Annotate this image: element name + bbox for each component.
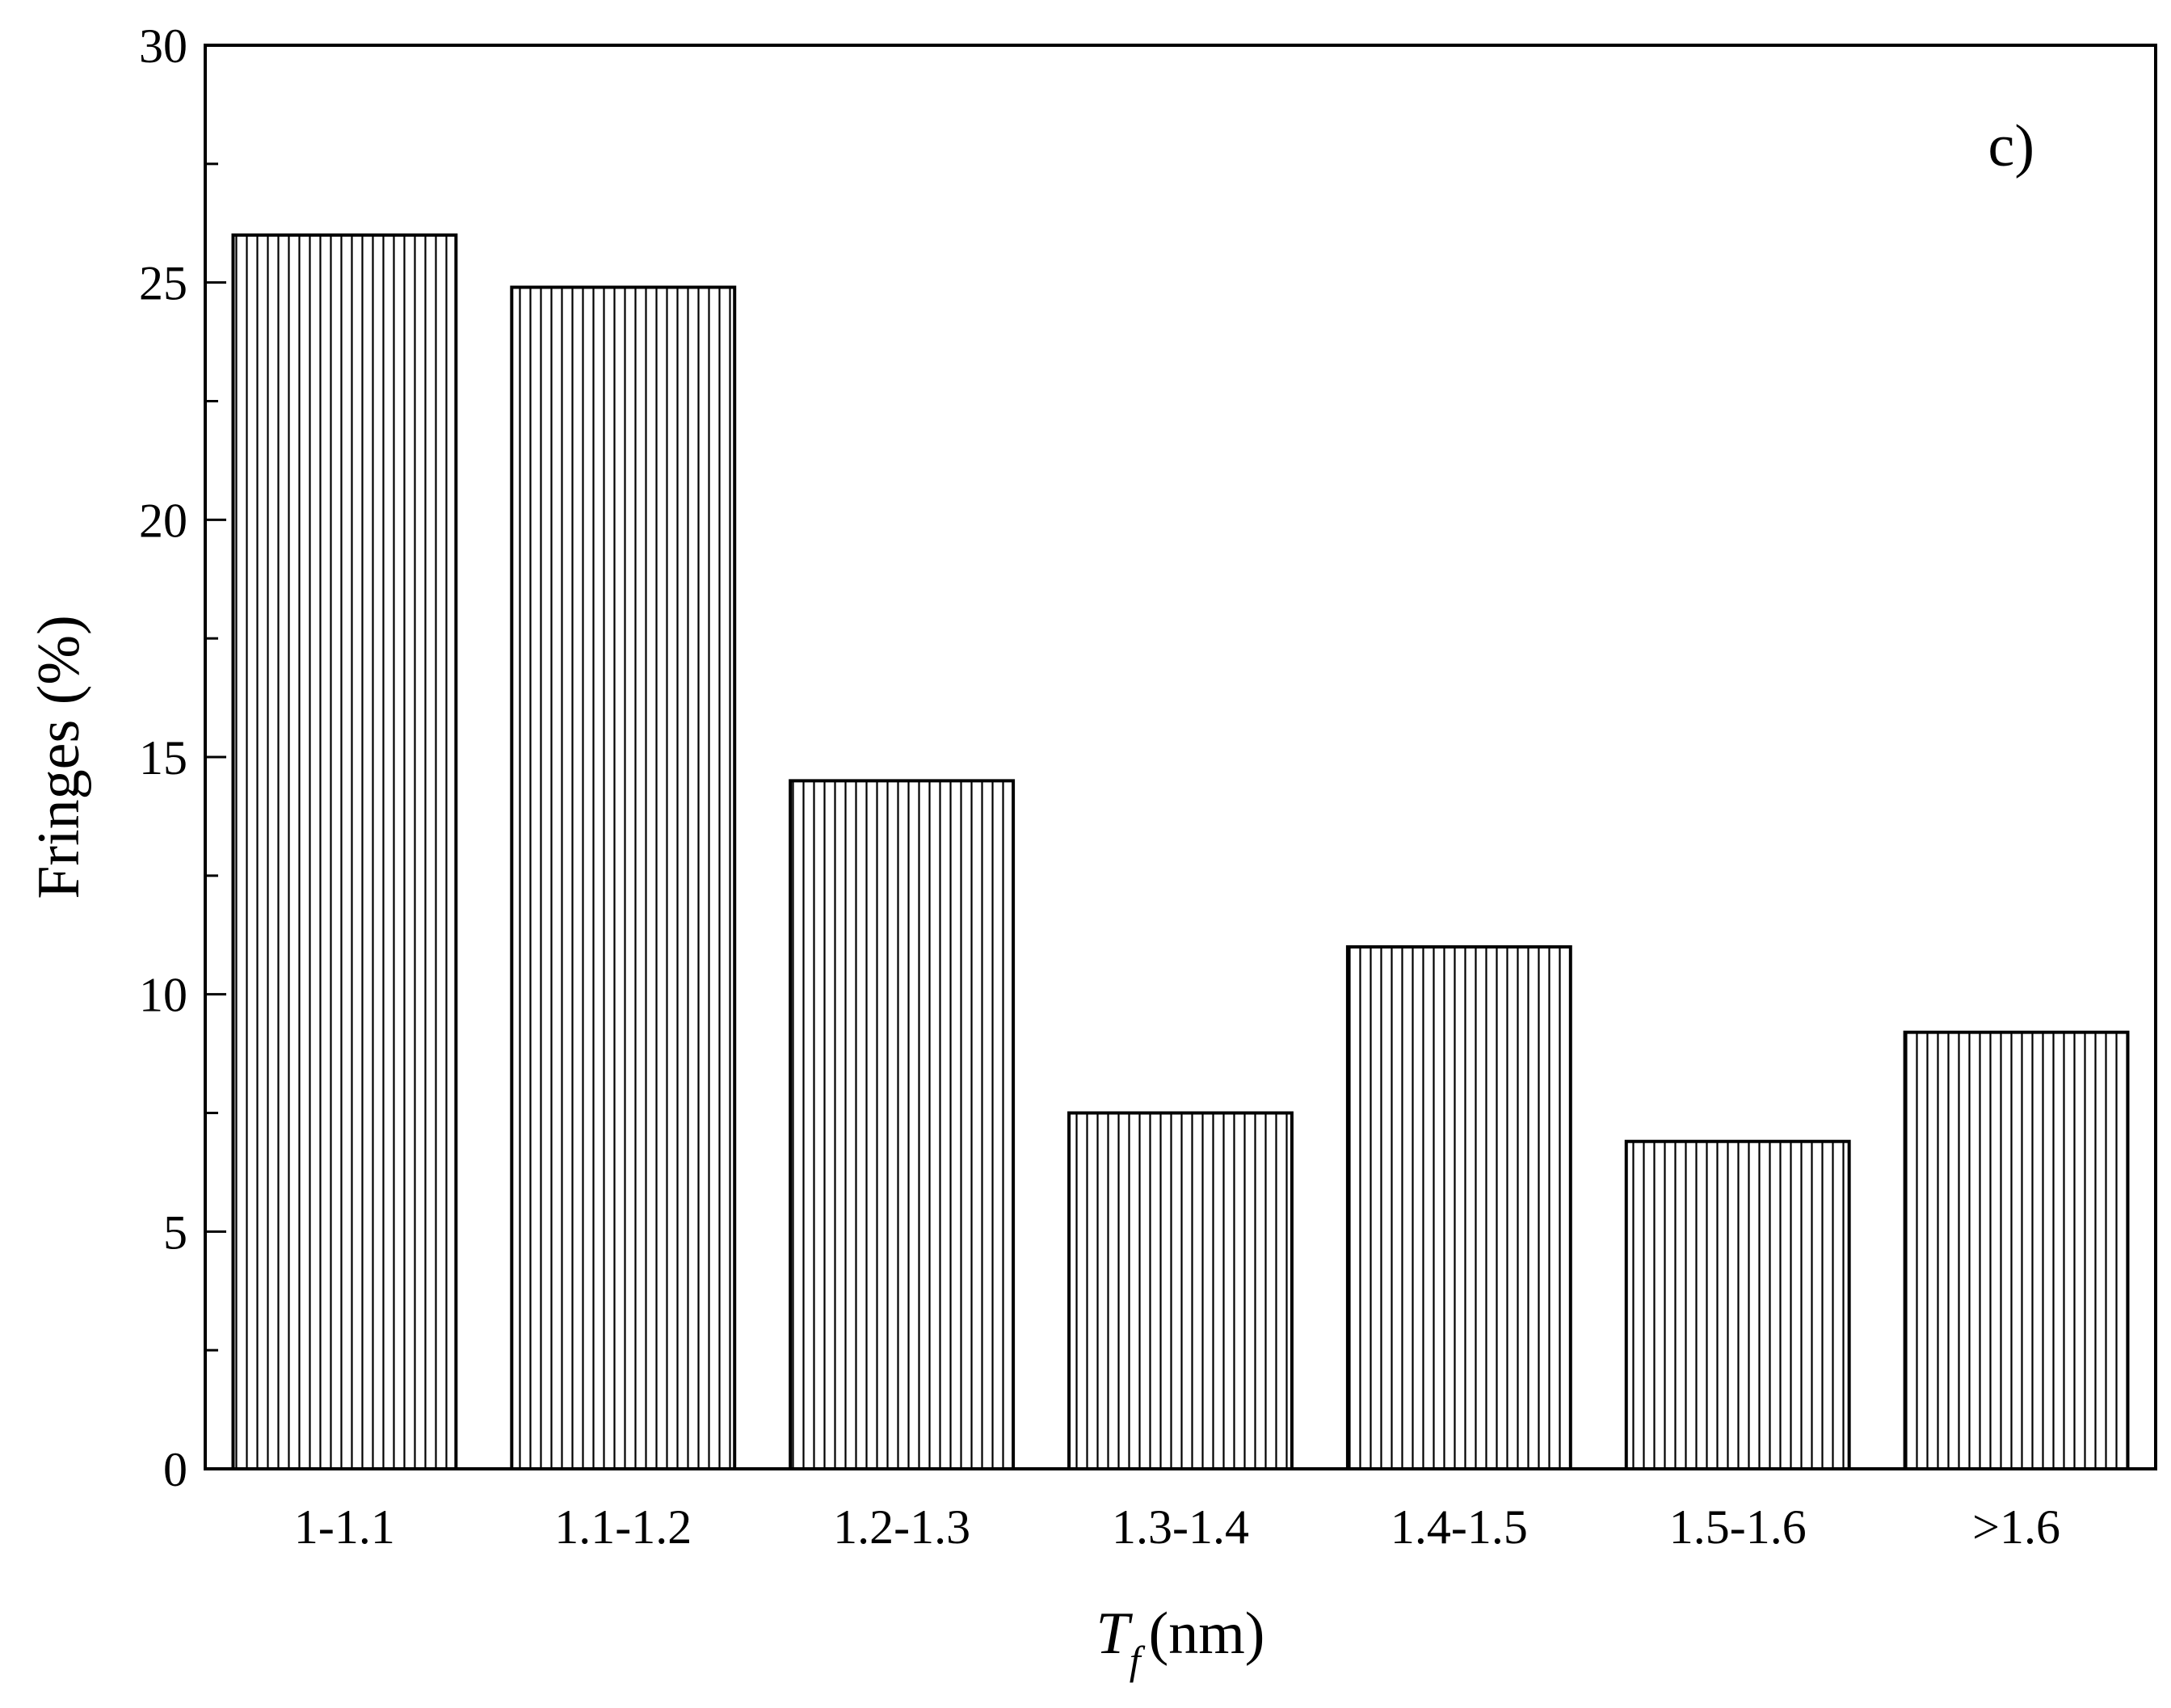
panel-label: c) — [1988, 113, 2035, 179]
y-tick-label: 20 — [139, 494, 187, 547]
x-tick-label: 1.5-1.6 — [1669, 1500, 1807, 1554]
y-axis-title: Fringes (%) — [26, 615, 92, 898]
plot-area-frame — [204, 44, 2157, 1470]
x-tick-label: 1.3-1.4 — [1112, 1500, 1249, 1554]
bar-1.1-1.2 — [510, 285, 737, 1470]
bar-1-1.1 — [231, 233, 458, 1470]
bar-1.5-1.6 — [1624, 1139, 1851, 1470]
x-tick-label: >1.6 — [1972, 1500, 2060, 1554]
x-axis-symbol: T — [1096, 1601, 1134, 1667]
bar->1.6 — [1903, 1030, 2130, 1470]
bars-group — [231, 233, 2130, 1470]
y-tick-label: 30 — [139, 19, 187, 73]
x-tick-label: 1.4-1.5 — [1391, 1500, 1528, 1554]
y-tick-label: 25 — [139, 257, 187, 310]
y-tick-label: 0 — [163, 1443, 187, 1496]
x-axis-tick-labels: 1-1.1 1.1-1.2 1.2-1.3 1.3-1.4 1.4-1.5 1.5-1.6… — [294, 1500, 2060, 1554]
x-axis-unit: (nm) — [1149, 1601, 1265, 1667]
y-tick-label: 10 — [139, 969, 187, 1022]
y-axis-ticks: 0 5 10 15 20 25 30 — [139, 19, 226, 1496]
bar-1.2-1.3 — [789, 779, 1016, 1470]
y-tick-label: 5 — [163, 1205, 187, 1259]
x-tick-label: 1.2-1.3 — [833, 1500, 970, 1554]
y-tick-label: 15 — [139, 731, 187, 785]
x-axis-title: Tf (nm) — [1096, 1601, 1265, 1683]
x-axis-subscript: f — [1130, 1638, 1146, 1683]
bar-1.4-1.5 — [1345, 944, 1572, 1470]
bar-1.3-1.4 — [1067, 1111, 1294, 1470]
x-tick-label: 1-1.1 — [294, 1500, 395, 1554]
x-tick-label: 1.1-1.2 — [554, 1500, 692, 1554]
